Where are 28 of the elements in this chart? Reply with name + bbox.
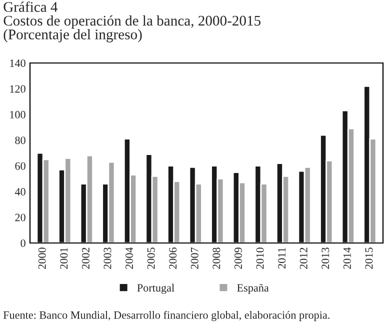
x-tick-label: 2004	[126, 247, 134, 269]
chart-title: Gráfica 4 Costos de operación de la banca, 2000-2015 (Porcentaje del ingreso)	[4, 1, 261, 42]
x-tick-label: 2014	[343, 247, 351, 269]
x-tick-label: 2010	[256, 248, 264, 269]
x-tick-label: 2015	[365, 248, 373, 269]
x-tick-label: 2006	[169, 248, 177, 269]
x-tick-label: 2012	[300, 248, 308, 269]
x-tick-label: 2003	[104, 248, 112, 269]
x-tick-label: 2005	[147, 248, 155, 269]
x-tick-label: 2008	[212, 248, 220, 269]
y-tick-label: 60	[15, 162, 26, 170]
x-tick-label: 2007	[190, 247, 198, 269]
y-tick-label: 120	[10, 85, 26, 93]
y-tick-label: 40	[14, 188, 26, 196]
y-tick-label: 20	[15, 214, 26, 222]
source-note: Fuente: Banco Mundial, Desarrollo financiero global, elaboración propia.	[3, 310, 330, 322]
y-tick-label: 0	[20, 239, 26, 247]
x-tick-label: 2013	[322, 248, 330, 269]
x-tick-label: 2011	[278, 248, 286, 268]
legend-label: Portugal	[137, 284, 174, 294]
x-tick-label: 2000	[38, 248, 46, 269]
legend-label: España	[237, 284, 269, 294]
y-tick-label: 80	[15, 136, 26, 144]
x-tick-label: 2002	[82, 248, 90, 269]
x-tick-label: 2009	[234, 248, 242, 269]
y-tick-label: 140	[10, 59, 26, 67]
x-tick-label: 2001	[60, 248, 68, 269]
y-tick-label: 100	[10, 110, 26, 118]
